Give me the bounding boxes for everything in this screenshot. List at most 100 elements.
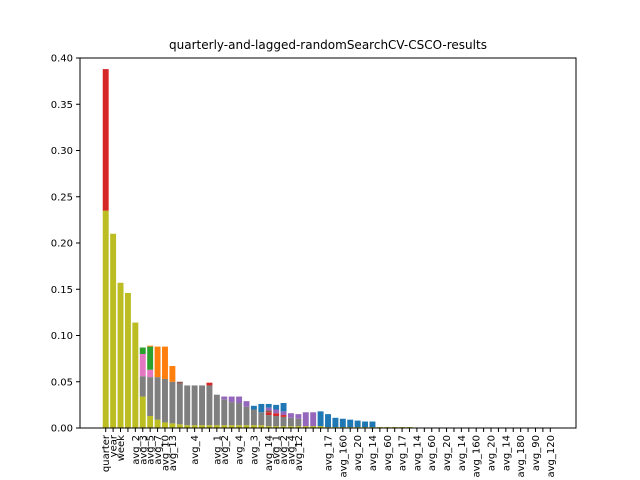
bar-segment-7-series-5 (154, 346, 161, 378)
bar-segment-18-series-1 (236, 403, 243, 426)
bar-segment-22-series-7 (265, 407, 272, 411)
y-tick-label: 0.25 (51, 192, 73, 203)
bar-segment-6-series-4 (147, 346, 154, 370)
bar-segment-22-series-1 (265, 415, 272, 427)
x-tick-label: avg_4 (190, 435, 201, 465)
x-tick-label: avg_20 (487, 435, 498, 471)
bar-segment-24-series-2 (280, 415, 287, 417)
bar-segment-36-series-8 (369, 421, 376, 428)
bar-segment-18-series-7 (236, 396, 243, 404)
bar-segment-4-series-0 (132, 322, 139, 428)
bar-segment-19-series-7 (243, 401, 250, 407)
bar-segment-29-series-0 (317, 426, 324, 428)
x-tick-label: avg_60 (383, 435, 394, 471)
bar-segment-30-series-8 (325, 414, 331, 428)
x-tick-label: avg_1 (212, 435, 223, 465)
x-tick-label: avg_90 (531, 435, 542, 471)
bar-segment-9-series-1 (169, 381, 176, 424)
bar-segment-20-series-1 (250, 409, 257, 426)
bar-segment-27-series-7 (302, 412, 309, 427)
bar-segment-16-series-1 (221, 399, 228, 426)
x-tick-label: avg_2 (279, 435, 290, 465)
bar-segment-14-series-1 (206, 385, 213, 426)
bar-segment-17-series-7 (228, 396, 235, 403)
x-tick-label: avg_4 (286, 435, 297, 465)
bar-segment-22-series-8 (265, 403, 272, 408)
x-tick-label: avg_20 (442, 435, 453, 471)
bar-segment-0-series-0 (102, 210, 109, 428)
bar-segment-7-series-0 (154, 419, 161, 428)
bar-segment-28-series-7 (310, 412, 317, 427)
y-tick-label: 0.00 (51, 424, 73, 435)
bar-segment-31-series-8 (332, 417, 339, 428)
bar-segment-11-series-0 (184, 425, 191, 428)
x-tick-label: avg_3 (249, 435, 260, 465)
y-tick-label: 0.10 (51, 331, 73, 342)
bar-segment-21-series-1 (258, 412, 265, 426)
bar-segment-6-series-5 (147, 345, 154, 347)
x-tick-label: avg_180 (516, 435, 527, 477)
y-tick-label: 0.15 (51, 285, 73, 296)
bar-segment-16-series-0 (221, 425, 228, 428)
bar-segment-13-series-0 (199, 425, 205, 428)
bar-segment-26-series-7 (295, 414, 302, 419)
y-tick-label: 0.35 (51, 100, 73, 111)
bar-segment-33-series-8 (347, 419, 354, 428)
bar-segment-25-series-1 (287, 417, 294, 427)
bar-segment-25-series-7 (287, 413, 294, 418)
bar-segment-17-series-0 (228, 425, 235, 428)
bar-segment-14-series-0 (206, 425, 213, 428)
y-tick-label: 0.40 (51, 54, 73, 65)
plot-area: 0.00 0.05 0.10 0.15 0.20 0.25 0.30 0.35 0.40 qua… (51, 54, 577, 477)
bar-segment-12-series-0 (191, 425, 198, 428)
bar-segment-21-series-0 (258, 425, 265, 428)
x-tick-label: avg_14 (264, 435, 275, 471)
bar-segment-0-series-2 (102, 69, 109, 211)
plot-frame (79, 57, 577, 429)
bar-segment-21-series-8 (258, 403, 265, 413)
bar-segment-22-series-0 (265, 426, 272, 428)
bar-segment-19-series-0 (243, 425, 250, 428)
bar-segment-28-series-0 (310, 426, 317, 428)
bar-segment-9-series-5 (169, 366, 176, 382)
bar-segment-3-series-0 (124, 292, 131, 428)
bar-segment-1-series-0 (110, 233, 117, 428)
x-tick-label: avg_14 (368, 435, 379, 471)
x-tick-label: week (116, 435, 127, 461)
bar-segment-23-series-2 (273, 413, 280, 416)
bar-segment-24-series-7 (280, 411, 287, 416)
x-tick-label: avg_17 (398, 435, 409, 471)
bar-segment-20-series-8 (250, 405, 257, 410)
bar-segment-18-series-0 (236, 425, 243, 428)
x-tick-label: avg_10 (160, 435, 171, 471)
bars-group (102, 69, 554, 429)
bar-segment-19-series-1 (243, 406, 250, 426)
bar-segment-5-series-4 (139, 347, 146, 354)
x-tick-label: avg_2 (220, 435, 231, 465)
x-tick-label: avg_7 (153, 435, 164, 465)
bar-segment-9-series-0 (169, 423, 176, 429)
x-tick-label: year (109, 434, 120, 457)
bar-segment-24-series-8 (280, 403, 287, 412)
x-tick-label: avg_14 (412, 435, 423, 471)
bar-segment-35-series-8 (362, 421, 369, 428)
bar-segment-11-series-1 (184, 385, 191, 426)
bar-segment-8-series-1 (162, 378, 168, 423)
x-tick-label: avg_160 (472, 435, 483, 477)
bar-segment-23-series-0 (273, 426, 280, 428)
bar-segment-10-series-1 (176, 383, 183, 425)
x-tick-label: avg_120 (546, 435, 557, 477)
bar-segment-16-series-7 (221, 396, 228, 400)
bar-segment-22-series-2 (265, 412, 272, 416)
bar-segment-5-series-1 (139, 376, 146, 397)
x-tick-label: avg_14 (457, 435, 468, 471)
bar-segment-32-series-8 (339, 418, 346, 428)
bar-segment-15-series-0 (213, 425, 220, 428)
chart-title: quarterly-and-lagged-randomSearchCV-CSCO… (169, 38, 487, 52)
bar-segment-8-series-0 (162, 422, 168, 428)
bar-segment-24-series-1 (280, 416, 287, 427)
bar-segment-7-series-1 (154, 377, 161, 420)
